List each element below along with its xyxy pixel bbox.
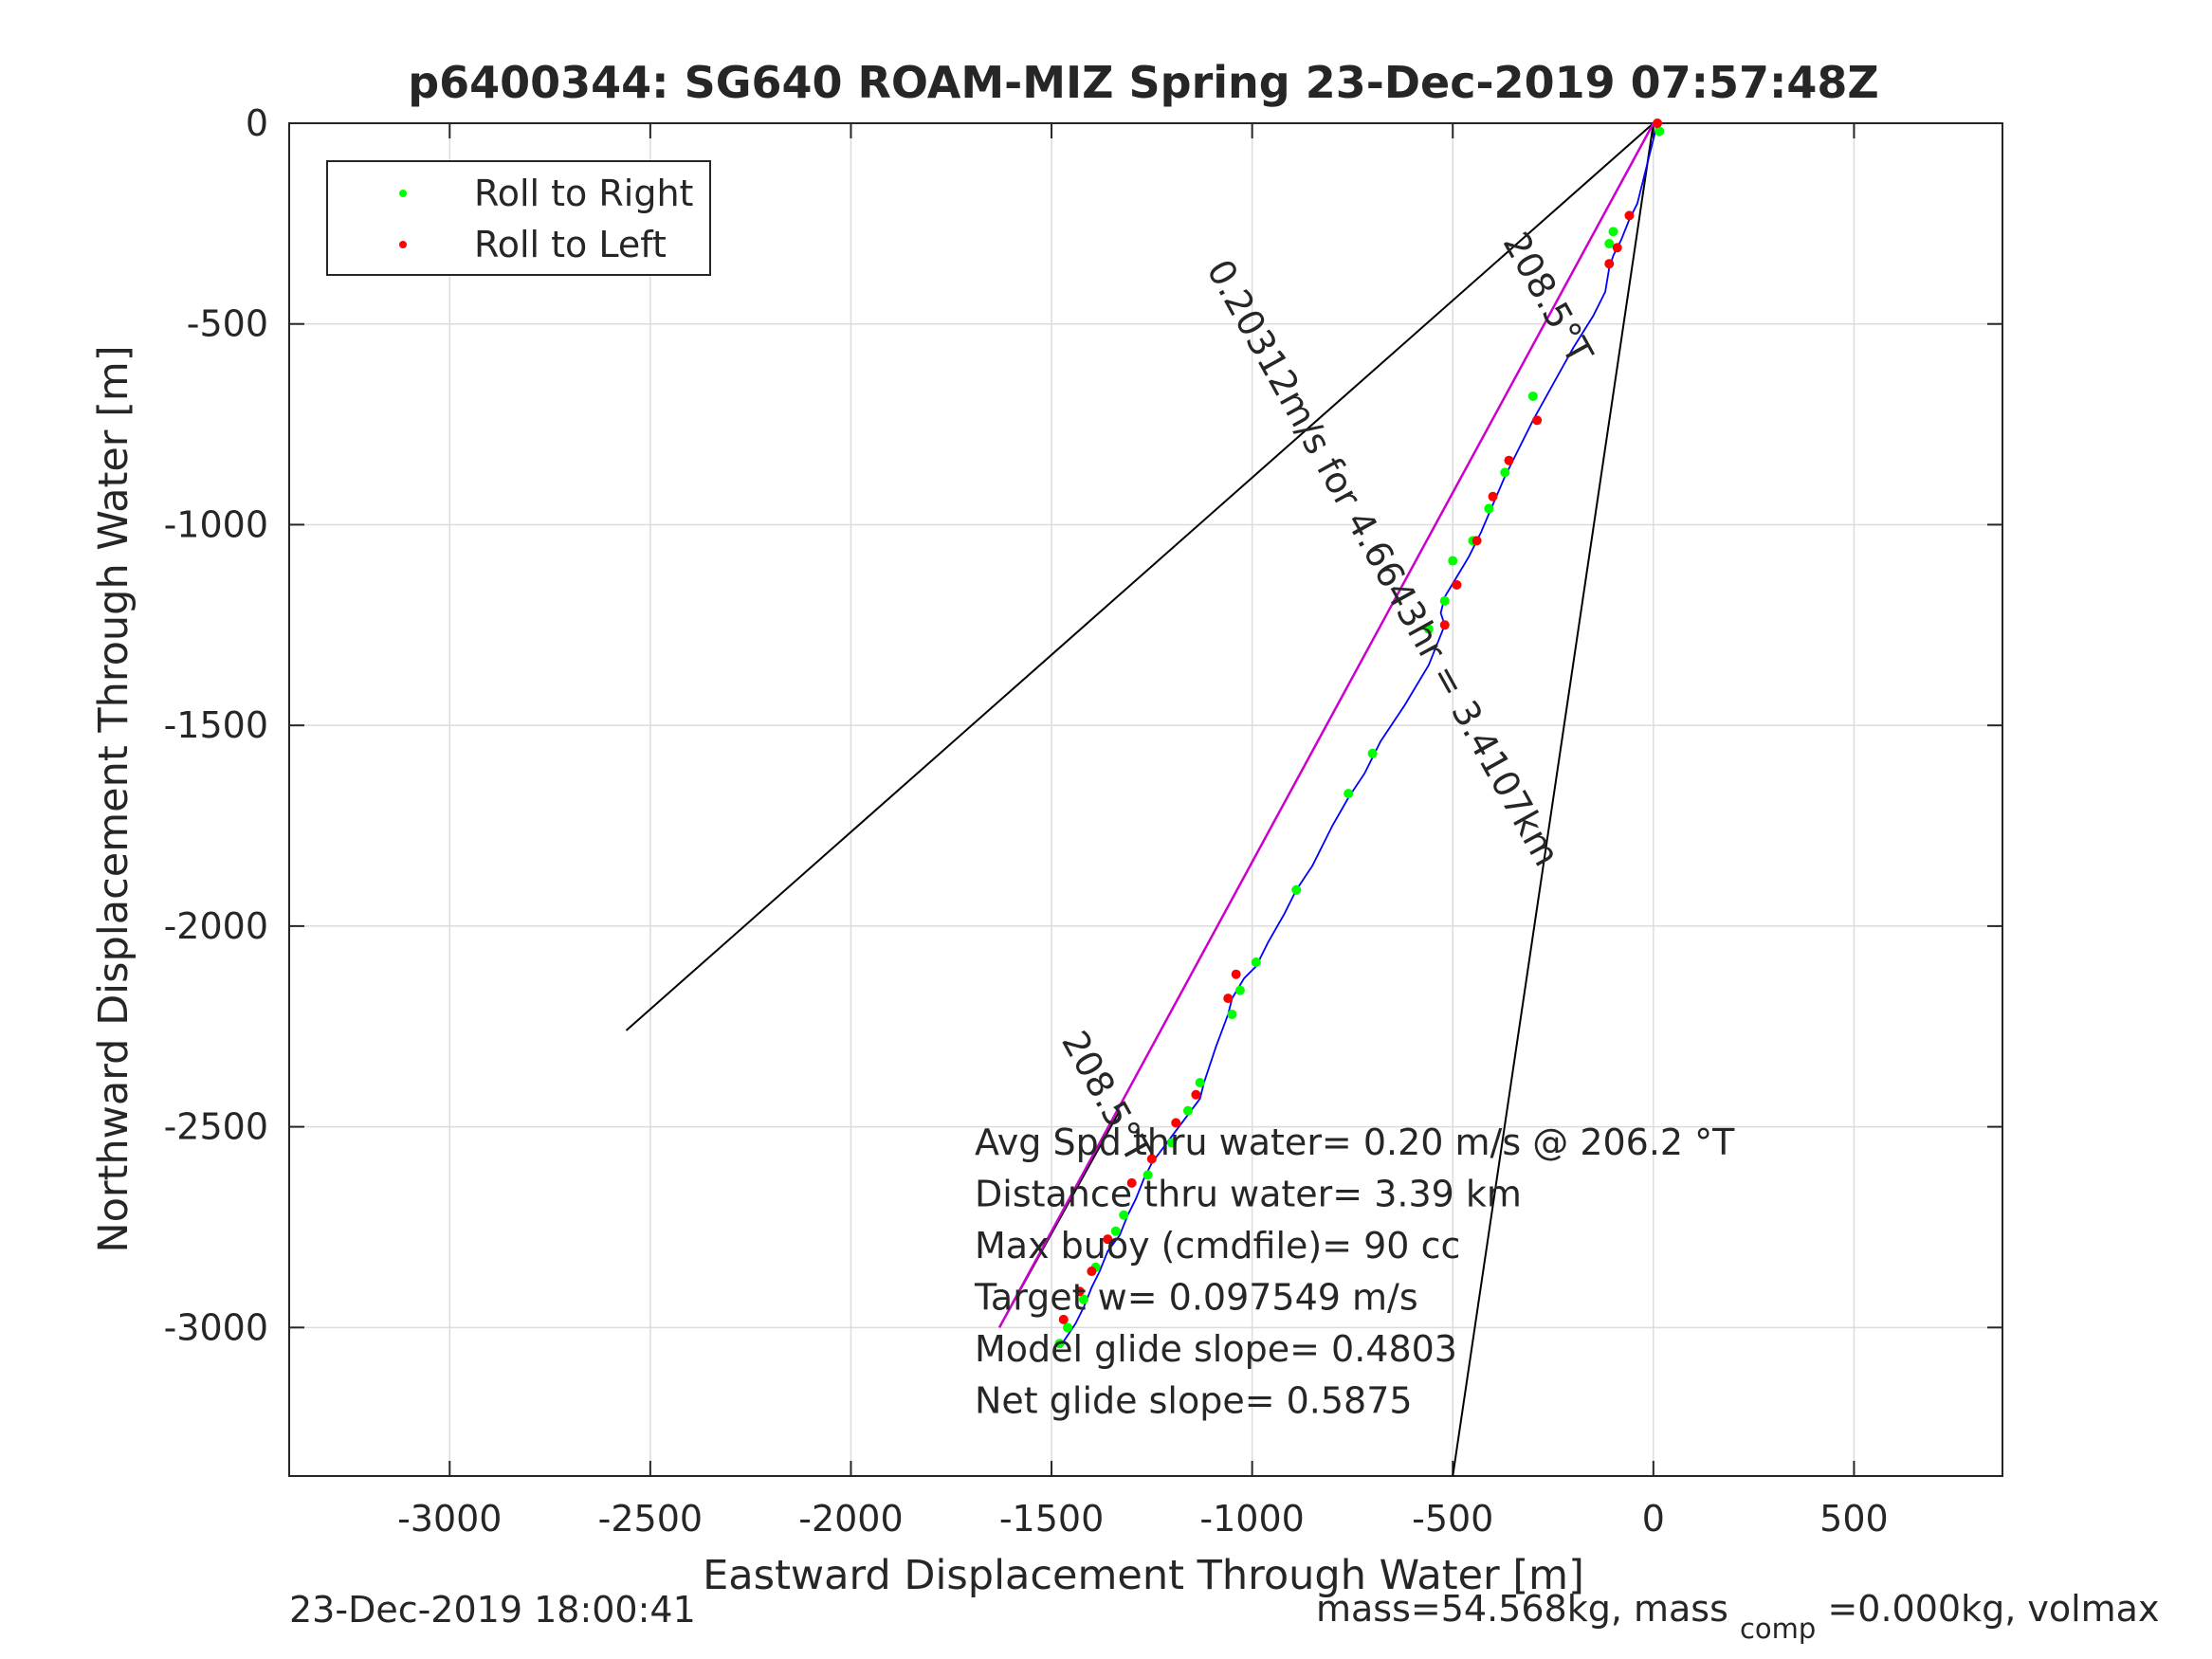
roll-left-point	[1231, 969, 1241, 979]
roll-left-point	[1146, 1154, 1157, 1164]
roll-left-point	[1074, 1286, 1085, 1297]
x-tick-label: -2500	[598, 1498, 703, 1540]
footer-mass: mass=54.568kg, mass comp =0.000kg, volma…	[1316, 1588, 2159, 1647]
x-tick-label: -1000	[1199, 1498, 1304, 1540]
roll-right-point	[1604, 239, 1615, 249]
roll-left-point	[1191, 1089, 1201, 1100]
stats-line: Net glide slope= 0.5875	[975, 1380, 1413, 1422]
x-tick-label: 500	[1819, 1498, 1889, 1540]
roll-right-point	[1500, 467, 1510, 478]
axes-frame	[288, 122, 2003, 1477]
rotated-label: 0.20312m/s for 4.6643hr = 3.4107km	[1198, 253, 1567, 873]
track-line	[1058, 122, 1658, 1348]
x-tick-label: 0	[1642, 1498, 1665, 1540]
y-tick-label: -2500	[164, 1106, 268, 1148]
y-tick-label: -500	[187, 303, 268, 345]
legend-marker-roll-right	[399, 190, 407, 197]
roll-left-point	[1488, 491, 1498, 501]
y-tick-label: -3000	[164, 1306, 268, 1348]
y-tick-label: 0	[246, 102, 268, 144]
y-tick-label: -1000	[164, 503, 268, 545]
grid-lines	[289, 122, 2002, 1476]
stats-line: Model glide slope= 0.4803	[975, 1328, 1457, 1370]
roll-right-point	[1110, 1226, 1121, 1236]
roll-left-point	[1612, 243, 1622, 253]
x-tick-label: -500	[1412, 1498, 1493, 1540]
roll-left-point	[1103, 1234, 1113, 1245]
roll-right-point	[1344, 789, 1354, 799]
footer-mass-sub: comp	[1740, 1613, 1816, 1645]
roll-right-point	[1448, 556, 1458, 566]
roll-right-point	[1527, 391, 1538, 401]
roll-left-point	[1504, 455, 1514, 465]
roll-right-point	[1062, 1322, 1072, 1333]
roll-left-point	[1439, 620, 1450, 630]
roll-left-point	[1624, 210, 1635, 221]
legend-box	[326, 160, 711, 276]
stats-line: Distance thru water= 3.39 km	[975, 1174, 1522, 1215]
roll-right-point	[1054, 1339, 1065, 1349]
roll-left-point	[1452, 579, 1462, 590]
axis-ticks: -3000 -2500 -2000 -1500 -1000 -500 0 500 0 -500 -1…	[164, 102, 2002, 1540]
roll-right-point	[1251, 957, 1261, 967]
y-axis-label: Northward Displacement Through Water [m]	[90, 345, 137, 1252]
reference-line	[625, 122, 1654, 1031]
x-axis-label: Eastward Displacement Through Water [m]	[703, 1552, 1584, 1599]
roll-right-point	[1227, 1010, 1237, 1020]
footer-timestamp: 23-Dec-2019 18:00:41	[289, 1589, 696, 1631]
data-layer	[625, 118, 1665, 1477]
roll-left-point	[1653, 118, 1663, 128]
y-tick-label: -1500	[164, 704, 268, 746]
roll-left-point	[1223, 994, 1234, 1004]
x-tick-label: -2000	[798, 1498, 903, 1540]
roll-right-point	[1484, 503, 1494, 514]
roll-right-point	[1367, 748, 1378, 758]
roll-right-point	[1291, 884, 1302, 895]
heading-line	[997, 122, 1654, 1328]
legend: Roll to Right Roll to Left	[326, 160, 711, 276]
reference-line	[1452, 122, 1654, 1477]
stats-annotations: Avg Spd thru water= 0.20 m/s @ 206.2 °T D…	[974, 1121, 1735, 1422]
roll-left-point	[1171, 1118, 1181, 1128]
y-tick-label: -2000	[164, 905, 268, 947]
roll-left-point	[1126, 1177, 1137, 1188]
legend-label-roll-right: Roll to Right	[474, 173, 693, 214]
roll-right-point	[1439, 595, 1450, 606]
roll-right-point	[1143, 1170, 1153, 1180]
roll-left-point	[1532, 415, 1543, 426]
stats-line: Target w= 0.097549 m/s	[974, 1277, 1418, 1319]
footer-mass-suffix: =0.000kg, volmax	[1827, 1588, 2159, 1630]
roll-left-point	[1604, 259, 1615, 269]
roll-right-point	[1167, 1138, 1178, 1148]
chart-title: p6400344: SG640 ROAM-MIZ Spring 23-Dec-2…	[408, 57, 1879, 108]
x-tick-label: -3000	[397, 1498, 502, 1540]
footer-mass-prefix: mass=54.568kg, mass	[1316, 1588, 1728, 1630]
roll-right-point	[1119, 1210, 1129, 1220]
roll-right-point	[1608, 227, 1618, 237]
roll-left-point	[1058, 1314, 1069, 1324]
roll-right-point	[1182, 1105, 1193, 1116]
roll-left-point	[1087, 1267, 1097, 1277]
roll-right-point	[1195, 1078, 1205, 1088]
stats-line: Max buoy (cmdfile)= 90 cc	[975, 1225, 1460, 1267]
x-tick-label: -1500	[999, 1498, 1104, 1540]
roll-right-point	[1654, 126, 1665, 137]
roll-right-point	[1078, 1294, 1088, 1304]
roll-right-point	[1234, 985, 1245, 995]
legend-label-roll-left: Roll to Left	[474, 224, 667, 265]
stats-line: Avg Spd thru water= 0.20 m/s @ 206.2 °T	[975, 1121, 1735, 1163]
legend-marker-roll-left	[399, 241, 407, 248]
roll-right-point	[1423, 624, 1434, 634]
roll-left-point	[1472, 536, 1482, 546]
